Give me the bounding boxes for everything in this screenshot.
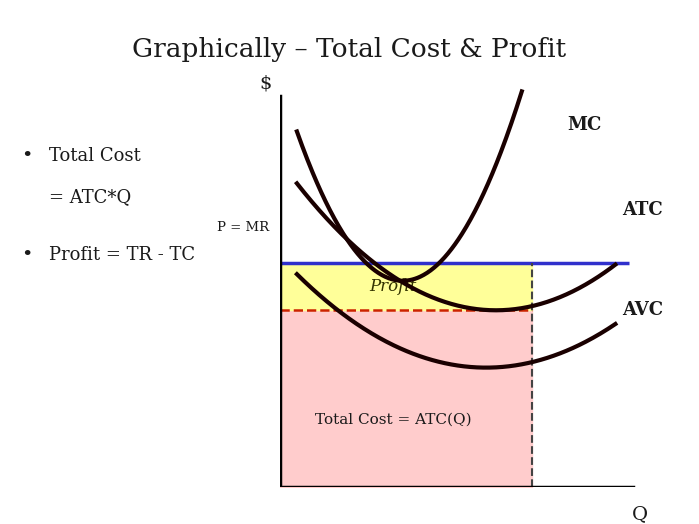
Text: ATC: ATC [622, 201, 663, 219]
Text: = ATC*Q: = ATC*Q [49, 189, 131, 206]
Text: MC: MC [567, 116, 601, 134]
Text: Total Cost = ATC(Q): Total Cost = ATC(Q) [315, 413, 472, 427]
Text: Profit = TR - TC: Profit = TR - TC [49, 246, 195, 264]
Text: P = MR: P = MR [217, 222, 269, 234]
Text: •: • [21, 246, 32, 264]
Text: AVC: AVC [622, 301, 663, 319]
Text: $: $ [259, 75, 272, 93]
Text: Q: Q [632, 505, 648, 523]
Text: Total Cost: Total Cost [49, 147, 140, 165]
Text: •: • [21, 147, 32, 165]
Text: Graphically – Total Cost & Profit: Graphically – Total Cost & Profit [132, 37, 567, 62]
Text: Profit: Profit [370, 278, 417, 295]
